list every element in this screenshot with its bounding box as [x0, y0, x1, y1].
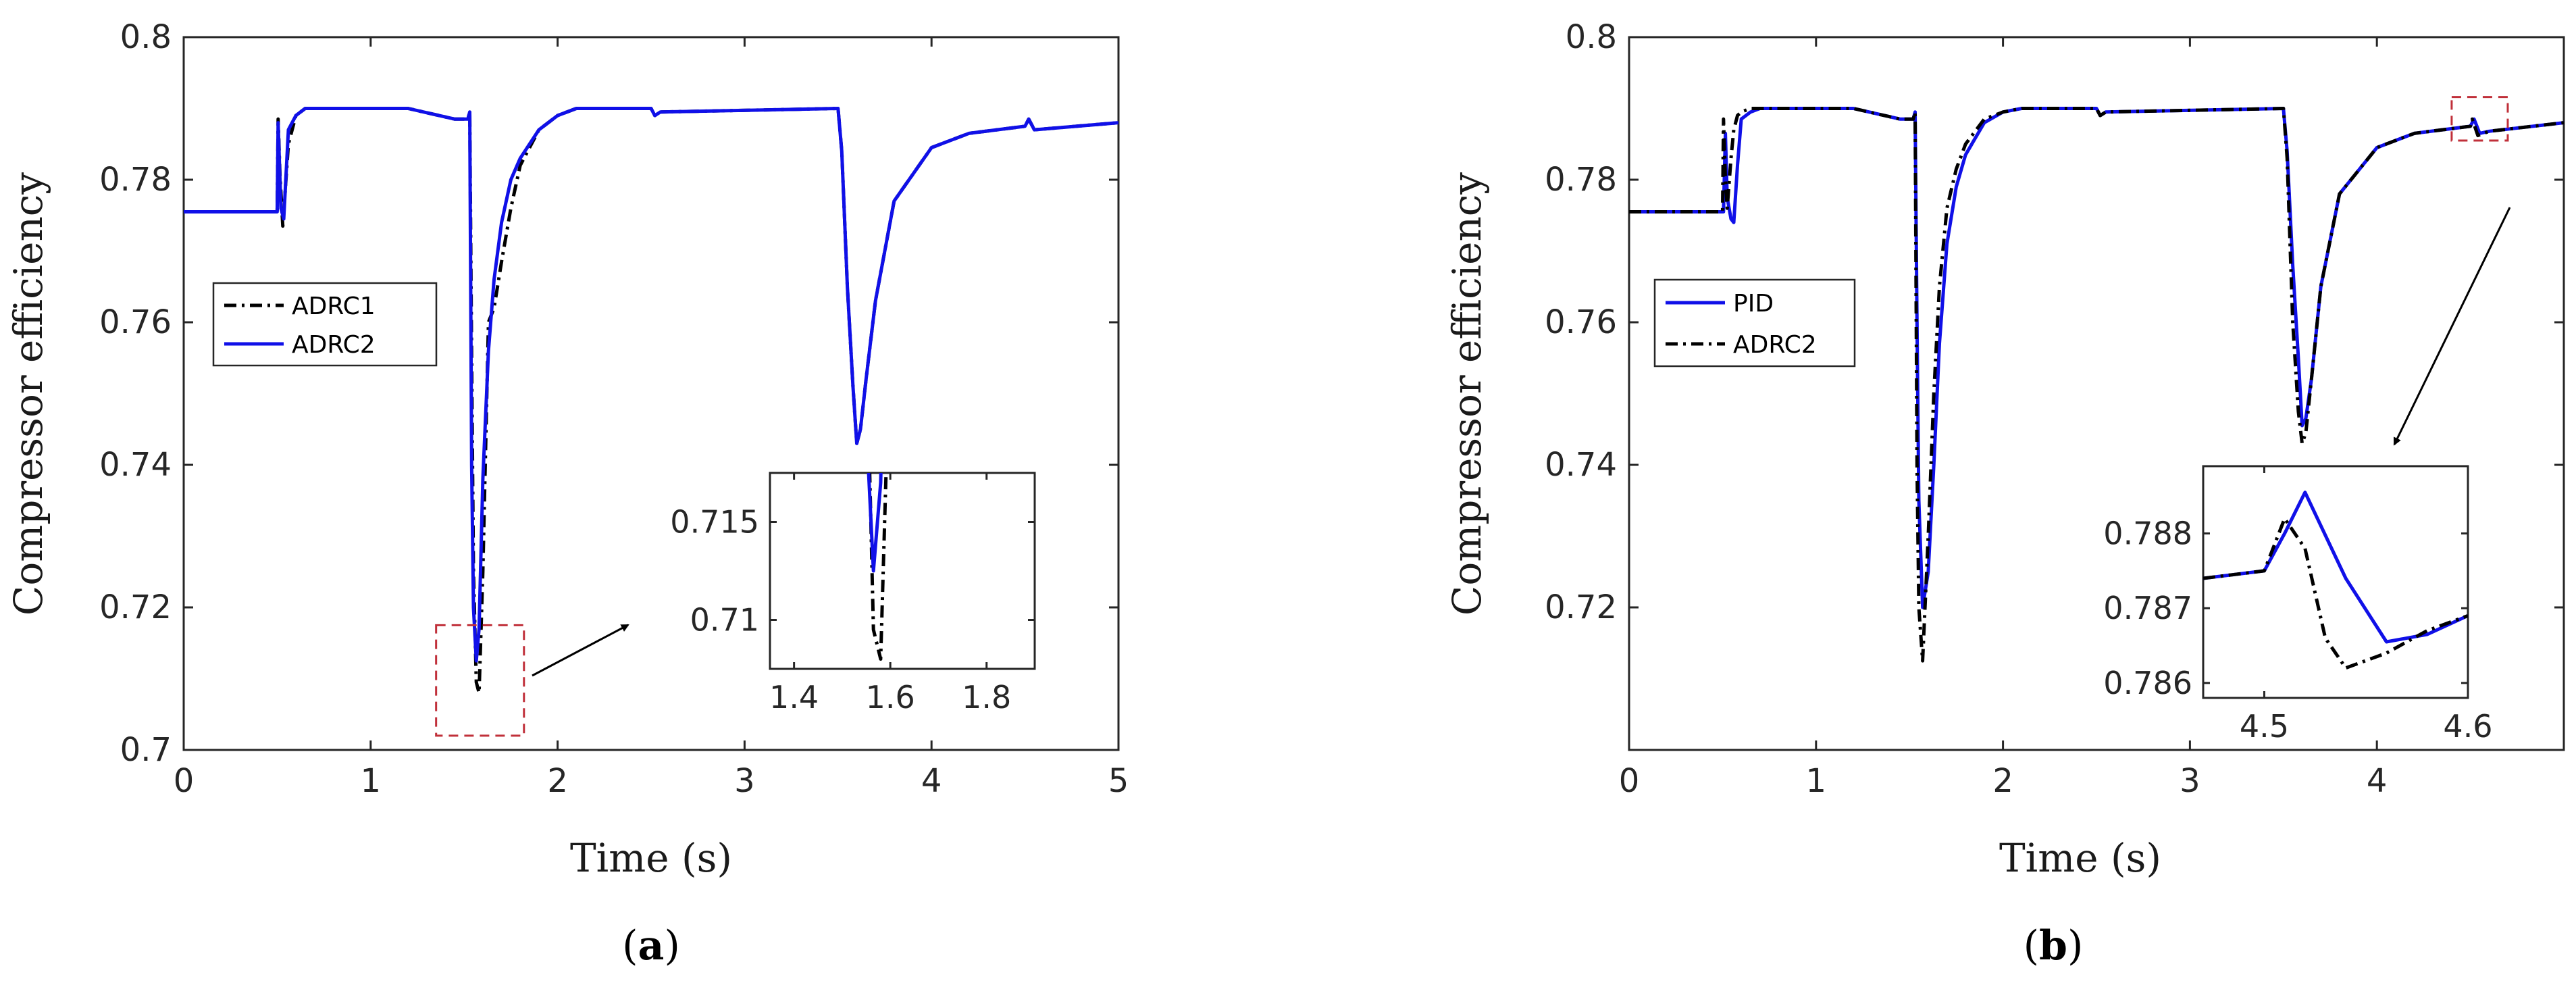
x-tick-label: 0: [174, 762, 195, 800]
y-tick-label: 0.76: [99, 303, 172, 341]
x-tick-label: 4.6: [2443, 708, 2492, 745]
inset-plot-area: [2202, 465, 2469, 699]
x-tick-label: 4.5: [2240, 708, 2289, 745]
y-tick-label: 0.78: [99, 161, 172, 199]
axis-ticks: 0 1 2 3 4 0.72 0.74 0.76 0.78 0.8: [1545, 18, 2564, 800]
x-tick-label: 3: [734, 762, 755, 800]
x-tick-label: 4: [921, 762, 942, 800]
legend-label-adrc2: ADRC2: [292, 331, 376, 359]
legend: PID ADRC2: [1653, 278, 1856, 368]
panel-a: 0 1 2 3 4 5 0.7 0.72 0.74 0.76 0.78 0.8 1.4 1.6 1.8 0.…: [5, 18, 1129, 970]
series-group: [184, 107, 1118, 695]
legend-label-pid: PID: [1733, 290, 1774, 318]
x-tick-label: 4: [2367, 762, 2388, 800]
y-tick-label: 0.787: [2103, 590, 2192, 626]
y-tick-label: 0.8: [120, 18, 172, 56]
zoom-region-box: [435, 624, 525, 737]
panel-caption-letter: a: [638, 922, 665, 970]
y-tick-label: 0.74: [1545, 446, 1617, 484]
x-tick-label: 1: [1806, 762, 1827, 800]
panel-caption-letter: b: [2039, 922, 2067, 970]
y-tick-label: 0.74: [99, 446, 172, 484]
panel-caption-a: (a): [622, 922, 680, 970]
y-tick-label: 0.71: [690, 602, 759, 638]
y-tick-label: 0.76: [1545, 303, 1617, 341]
zoom-arrow: [532, 624, 629, 677]
zoom-arrow: [2393, 207, 2511, 446]
y-tick-label: 0.788: [2103, 515, 2192, 552]
series-line-pid: [1629, 107, 2564, 609]
y-tick-label: 0.72: [99, 588, 172, 626]
inset-plot: 1.4 1.6 1.8 0.71 0.715: [670, 472, 1036, 715]
x-tick-label: 1: [361, 762, 382, 800]
series-line-adrc2: [2203, 517, 2468, 670]
series-line-adrc2: [184, 107, 1118, 663]
x-axis-label: Time (s): [570, 835, 732, 881]
series-line-adrc2: [1629, 107, 2564, 663]
inset-series-group: [2203, 490, 2468, 670]
y-tick-label: 0.7: [120, 731, 172, 769]
series-group: [1629, 107, 2564, 663]
panel-caption-b: (b): [2024, 922, 2084, 970]
y-axis-label: Compressor efficiency: [5, 172, 51, 615]
legend: ADRC1 ADRC2: [212, 282, 438, 367]
legend-label-adrc1: ADRC1: [292, 293, 376, 320]
inset-axis-ticks: 1.4 1.6 1.8 0.71 0.715: [670, 473, 1035, 715]
panel-b: 0 1 2 3 4 0.72 0.74 0.76 0.78 0.8 4.5 4.6 0.786 0.78…: [1444, 18, 2565, 970]
axis-ticks: 0 1 2 3 4 5 0.7 0.72 0.74 0.76 0.78 0.8: [99, 18, 1129, 800]
x-tick-label: 1.8: [962, 679, 1011, 715]
x-tick-label: 5: [1108, 762, 1129, 800]
inset-plot-area: [769, 472, 1036, 670]
x-tick-label: 2: [1992, 762, 2013, 800]
x-tick-label: 0: [1619, 762, 1640, 800]
y-axis-label: Compressor efficiency: [1444, 172, 1490, 615]
x-tick-label: 2: [547, 762, 568, 800]
x-tick-label: 1.6: [866, 679, 915, 715]
y-tick-label: 0.715: [670, 504, 759, 540]
legend-box: [212, 282, 438, 367]
x-axis-label: Time (s): [1999, 835, 2161, 881]
zoom-region-box: [2450, 96, 2509, 142]
legend-box: [1653, 278, 1856, 368]
inset-axis-ticks: 4.5 4.6 0.786 0.787 0.788: [2103, 466, 2493, 745]
x-tick-label: 3: [2180, 762, 2200, 800]
inset-plot: 4.5 4.6 0.786 0.787 0.788: [2103, 465, 2493, 745]
y-tick-label: 0.72: [1545, 588, 1617, 626]
y-tick-label: 0.786: [2103, 665, 2192, 701]
y-tick-label: 0.8: [1566, 18, 1617, 56]
legend-label-adrc2: ADRC2: [1733, 331, 1817, 359]
x-tick-label: 1.4: [769, 679, 819, 715]
y-tick-label: 0.78: [1545, 161, 1617, 199]
